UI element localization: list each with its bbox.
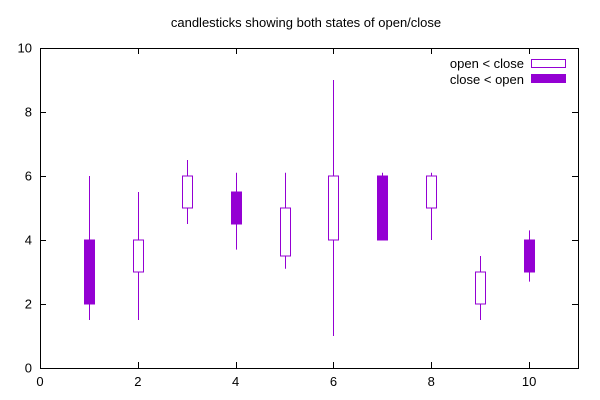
candle-2 — [133, 192, 144, 320]
plot-frame — [40, 48, 579, 369]
axis-tick-labels: 0 2 4 6 8 10 0 2 4 6 8 10 — [18, 41, 537, 390]
candle-body-hollow — [280, 207, 291, 257]
candle-body-hollow — [182, 175, 193, 209]
x-tick-label: 10 — [522, 374, 536, 389]
x-tick-label: 2 — [134, 374, 141, 389]
x-tick-label: 4 — [232, 374, 239, 389]
x-tick-label: 8 — [428, 374, 435, 389]
candle-body-hollow — [133, 239, 144, 273]
x-tick-label: 0 — [36, 374, 43, 389]
axis-ticks — [40, 48, 578, 369]
candle-5 — [280, 172, 291, 269]
y-tick-label: 8 — [25, 105, 32, 120]
x-tick-label: 6 — [330, 374, 337, 389]
legend-swatch-filled — [531, 74, 566, 83]
y-tick-label: 4 — [25, 233, 32, 248]
candle-7 — [377, 172, 388, 241]
candle-4 — [231, 172, 242, 250]
candle-body-filled — [524, 239, 535, 273]
candle-6 — [328, 80, 339, 336]
candle-body-filled — [377, 175, 388, 241]
candle-body-filled — [84, 239, 95, 305]
y-tick-label: 10 — [18, 41, 32, 56]
legend: open < close close < open — [450, 56, 566, 87]
y-tick-label: 6 — [25, 169, 32, 184]
candle-body-hollow — [328, 175, 339, 241]
chart-title: candlesticks showing both states of open… — [171, 15, 441, 30]
candle-1 — [84, 176, 95, 320]
candle-body-filled — [231, 191, 242, 225]
candle-3 — [182, 160, 193, 224]
candle-body-hollow — [426, 175, 437, 209]
candle-10 — [524, 230, 535, 282]
candle-body-hollow — [475, 271, 486, 305]
y-tick-label: 2 — [25, 297, 32, 312]
legend-label-open-lt-close: open < close — [450, 56, 524, 71]
candle-9 — [475, 256, 486, 320]
candles — [84, 80, 535, 336]
legend-label-close-lt-open: close < open — [450, 72, 524, 87]
candle-8 — [426, 172, 437, 240]
y-tick-label: 0 — [25, 361, 32, 376]
legend-swatch-hollow — [531, 59, 566, 68]
